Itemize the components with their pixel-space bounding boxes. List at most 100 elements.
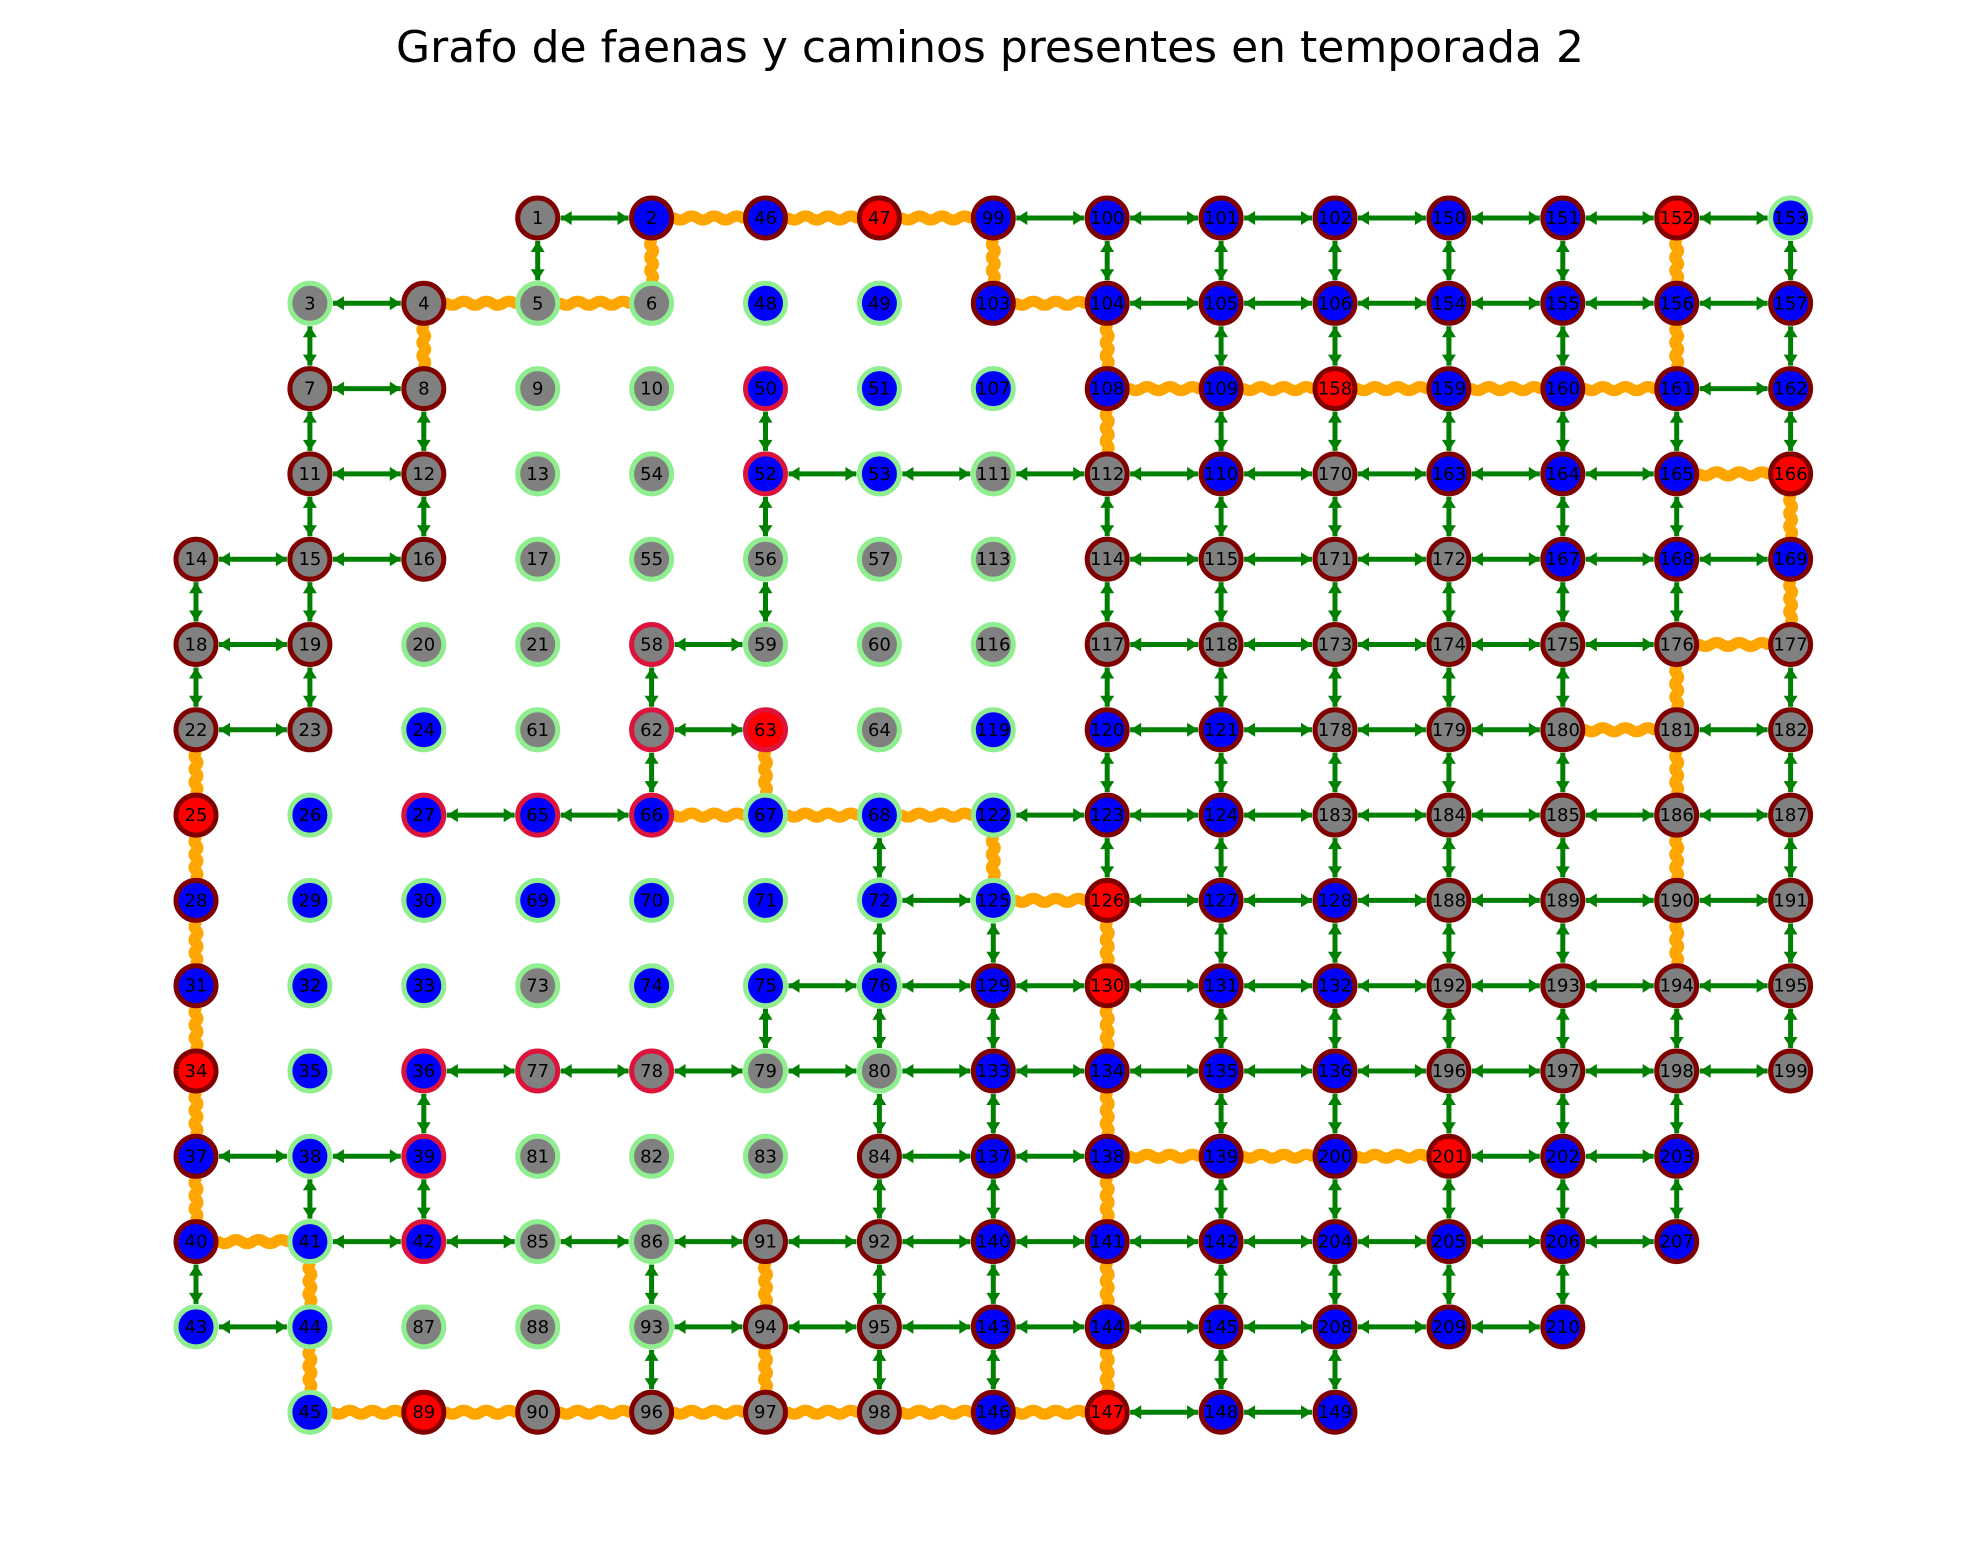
node: 99 <box>970 195 1016 241</box>
node: 135 <box>1198 1048 1244 1094</box>
node: 161 <box>1654 366 1700 412</box>
node: 108 <box>1084 366 1130 412</box>
node-circle <box>1540 622 1586 667</box>
node-label: 181 <box>1660 720 1694 741</box>
node-label: 6 <box>646 293 657 314</box>
edge-105-106 <box>1244 296 1312 311</box>
edge-125-126 <box>1010 892 1090 908</box>
node-circle <box>1198 536 1244 582</box>
node-circle <box>1654 280 1700 326</box>
edge-72-76 <box>872 923 887 963</box>
edge-105-109 <box>1214 326 1229 366</box>
node-label: 62 <box>640 720 663 741</box>
node-label: 75 <box>754 976 777 997</box>
edge-90-96 <box>555 1404 635 1420</box>
node-label: 85 <box>526 1232 549 1253</box>
node: 10 <box>629 366 675 412</box>
node-label: 164 <box>1546 464 1580 485</box>
edge-42-85 <box>446 1234 515 1249</box>
edge-193-194 <box>1585 978 1654 993</box>
node-circle <box>970 963 1016 1009</box>
node-circle <box>856 622 902 667</box>
edge-185-189 <box>1555 838 1570 878</box>
node-circle <box>1312 536 1358 582</box>
node-circle <box>515 622 561 667</box>
node-label: 77 <box>526 1061 549 1082</box>
node-label: 159 <box>1432 379 1466 400</box>
edge-155-160 <box>1555 326 1570 366</box>
node-circle <box>1084 1389 1130 1435</box>
node: 131 <box>1198 963 1244 1009</box>
node-circle <box>1426 536 1472 582</box>
node-circle <box>629 280 675 326</box>
node: 25 <box>173 792 219 838</box>
edge-130-131 <box>1130 978 1199 993</box>
node-circle <box>1540 1304 1586 1350</box>
node: 189 <box>1540 877 1586 923</box>
node: 27 <box>401 792 447 838</box>
node-label: 127 <box>1204 890 1238 911</box>
edge-2-6 <box>644 235 660 286</box>
node: 151 <box>1540 195 1586 241</box>
node: 16 <box>401 536 447 582</box>
node-circle <box>287 536 333 582</box>
edge-174-179 <box>1441 667 1456 707</box>
edge-198-199 <box>1699 1064 1768 1078</box>
edge-76-129 <box>902 978 971 993</box>
edge-38-41 <box>302 1179 317 1219</box>
node-label: 207 <box>1660 1232 1694 1253</box>
edge-43-44 <box>219 1319 287 1334</box>
node-circle <box>173 707 219 753</box>
edge-67-68 <box>783 807 862 823</box>
edge-45-89 <box>327 1404 407 1420</box>
edge-165-168 <box>1669 496 1684 537</box>
node-label: 189 <box>1546 890 1580 911</box>
edge-14-18 <box>189 582 203 622</box>
node: 66 <box>629 792 675 838</box>
node: 87 <box>401 1304 447 1350</box>
edge-46-47 <box>783 210 862 226</box>
edge-106-158 <box>1328 326 1342 366</box>
node-circle <box>515 366 561 412</box>
node: 205 <box>1426 1219 1472 1265</box>
node-circle <box>1768 792 1814 838</box>
edge-145-148 <box>1214 1349 1229 1390</box>
edge-185-186 <box>1585 808 1654 823</box>
edge-156-161 <box>1669 320 1685 372</box>
edge-133-137 <box>986 1094 1001 1134</box>
node-circle <box>629 622 675 667</box>
edge-196-197 <box>1471 1064 1540 1078</box>
node: 93 <box>629 1304 675 1350</box>
node: 168 <box>1654 536 1700 582</box>
node: 146 <box>970 1389 1016 1435</box>
node: 158 <box>1312 366 1358 412</box>
node-label: 199 <box>1773 1061 1807 1082</box>
node-label: 182 <box>1773 720 1807 741</box>
edge-108-109 <box>1124 381 1204 397</box>
edge-170-171 <box>1328 496 1342 537</box>
node-circle <box>1312 195 1358 241</box>
node-label: 67 <box>754 805 777 826</box>
edge-151-152 <box>1585 211 1654 225</box>
node: 169 <box>1768 536 1814 582</box>
edge-123-126 <box>1100 838 1115 878</box>
node: 8 <box>401 366 447 412</box>
node: 204 <box>1312 1219 1358 1265</box>
node-label: 38 <box>298 1146 321 1167</box>
node: 183 <box>1312 792 1358 838</box>
node-circle <box>287 451 333 497</box>
edge-132-136 <box>1328 1008 1342 1048</box>
edge-126-127 <box>1130 893 1199 908</box>
edge-7-8 <box>332 381 401 396</box>
node: 192 <box>1426 963 1472 1009</box>
edge-56-59 <box>758 582 773 622</box>
node: 155 <box>1540 280 1586 326</box>
node: 116 <box>970 622 1016 667</box>
edge-75-79 <box>758 1008 773 1048</box>
node: 159 <box>1426 366 1472 412</box>
node-label: 106 <box>1318 293 1352 314</box>
edge-175-176 <box>1585 637 1654 652</box>
node-circle <box>515 1304 561 1350</box>
node-label: 68 <box>868 805 891 826</box>
node-label: 51 <box>868 379 891 400</box>
